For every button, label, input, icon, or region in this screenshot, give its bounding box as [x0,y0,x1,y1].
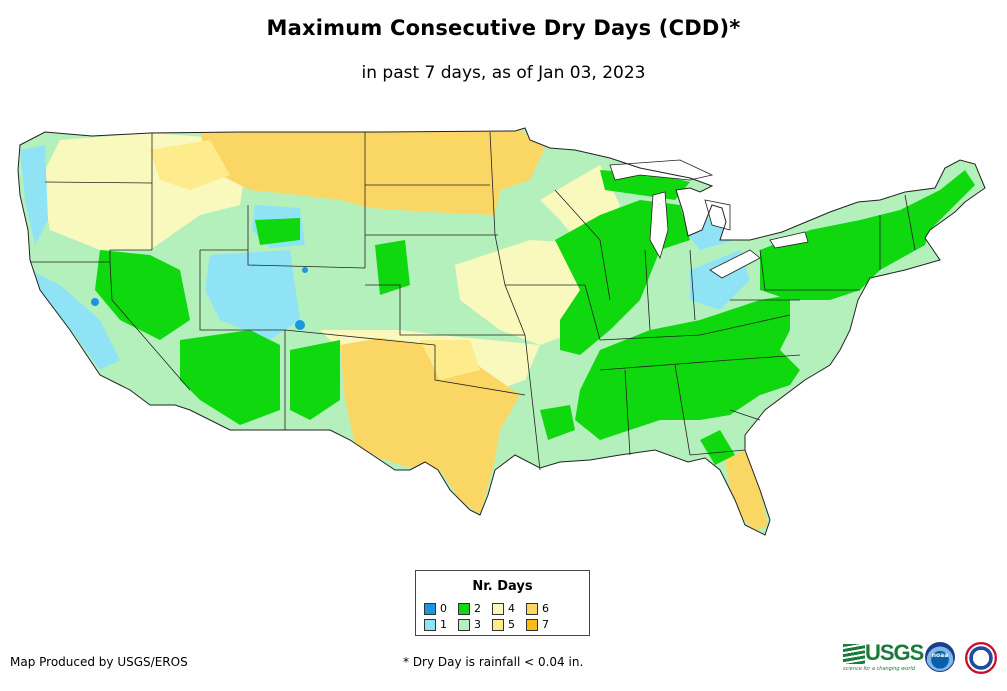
map-subtitle: in past 7 days, as of Jan 03, 2023 [361,63,646,83]
agency-logos: USGS science for a changing world noaa [843,640,1003,678]
legend-swatch [492,603,504,615]
legend-swatch [458,619,470,631]
legend-label: 0 [440,602,447,615]
legend-swatch [492,619,504,631]
legend-label: 5 [508,618,515,631]
legend-label: 2 [474,602,481,615]
great-lakes [609,159,809,279]
legend-label: 4 [508,602,515,615]
legend-swatch [526,619,538,631]
state-boundaries [30,131,916,471]
legend-label: 6 [542,602,549,615]
legend-label: 3 [474,618,481,631]
noaa-logo-text: noaa [931,652,949,659]
usgs-tagline: science for a changing world [843,666,915,672]
legend-swatch [424,619,436,631]
map-legend: Nr. Days 0 1 2 3 4 5 6 7 [415,570,590,636]
legend-swatch [526,603,538,615]
nws-logo [965,642,997,674]
map-title: Maximum Consecutive Dry Days (CDD)* [266,16,741,40]
legend-label: 7 [542,618,549,631]
legend-label: 1 [440,618,447,631]
noaa-logo: noaa [925,642,955,672]
usgs-logo-mark [843,644,865,664]
legend-swatch [424,603,436,615]
legend-title: Nr. Days [472,579,533,594]
usgs-logo: USGS [865,640,924,665]
legend-swatch [458,603,470,615]
dry-day-footnote: * Dry Day is rainfall < 0.04 in. [403,655,584,669]
map-credit: Map Produced by USGS/EROS [10,655,188,669]
